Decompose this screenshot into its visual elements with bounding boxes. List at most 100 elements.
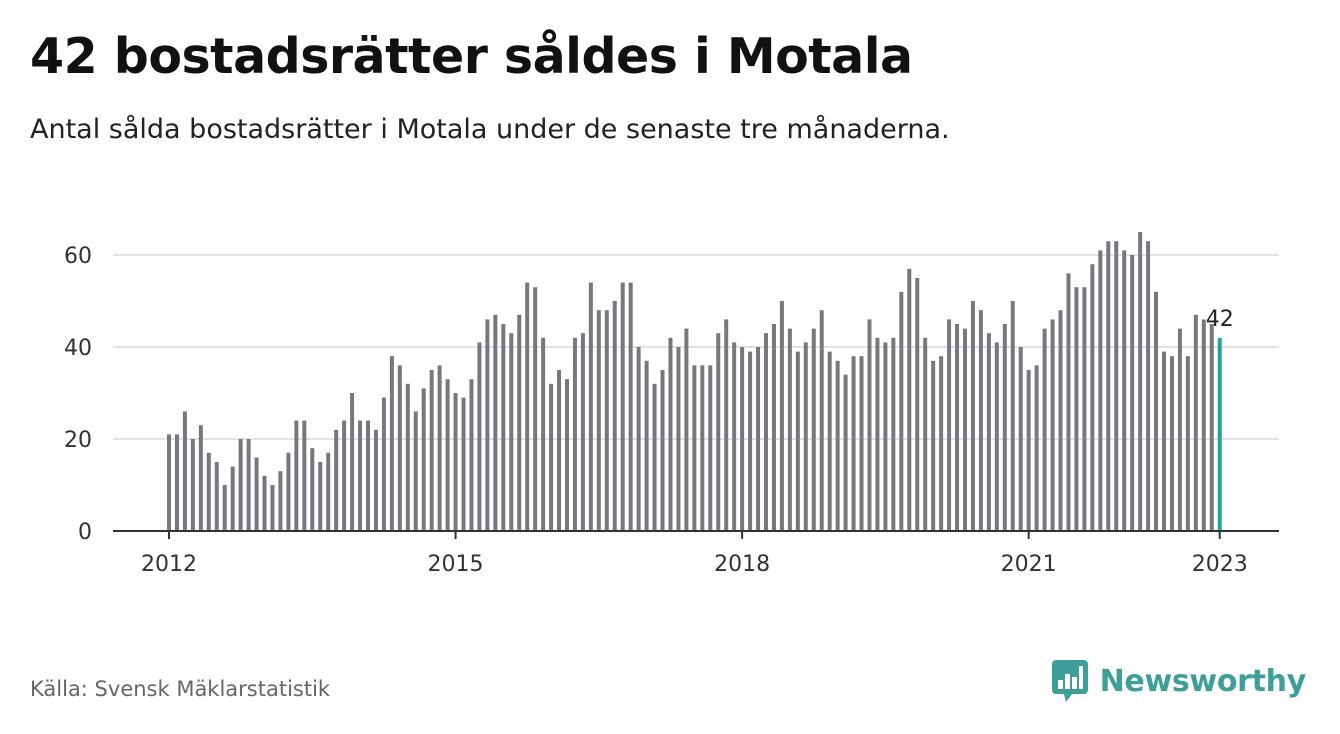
bar [254,457,259,531]
bar [604,310,609,531]
y-tick-label: 60 [64,244,92,269]
bar [947,319,952,531]
bar [851,356,856,531]
bar [684,328,689,531]
y-tick-label: 20 [64,428,92,453]
bar [1098,250,1103,531]
bar [541,337,546,531]
bar [182,411,187,531]
bar [923,337,928,531]
bar [939,356,944,531]
bar [899,291,904,531]
bar [310,448,315,531]
x-tick-label: 2012 [141,552,197,577]
bar [819,310,824,531]
bar [397,365,402,531]
bar [748,351,753,531]
bar [469,379,474,531]
bar [779,301,784,531]
bar [1002,324,1007,531]
bar [334,429,339,531]
bar [572,337,577,531]
bar [501,324,506,531]
bar [907,268,912,531]
bar [716,333,721,531]
bar [509,333,514,531]
bar [787,328,792,531]
bar [970,301,975,531]
bar [214,462,219,531]
bar [1201,319,1206,531]
bar-highlight [1217,337,1222,531]
bar [389,356,394,531]
bar [413,411,418,531]
bar [764,333,768,531]
bar [1209,324,1214,531]
bar [1162,351,1166,531]
page-subtitle: Antal sålda bostadsrätter i Motala under… [30,114,950,145]
bar [222,485,227,531]
bar [676,347,681,531]
bar [978,310,983,531]
bar [994,342,999,531]
bar [1042,328,1047,531]
bar [230,466,235,531]
bar [620,282,625,531]
bar [795,351,800,531]
bar [381,397,386,531]
bar [1185,356,1190,531]
brand-name: Newsworthy [1099,663,1307,699]
bar [1058,310,1063,531]
bar [931,360,936,531]
bar [843,374,848,531]
bar [190,439,195,531]
brand-logo: Newsworthy [1051,660,1307,702]
bar [644,360,649,531]
bar [326,452,331,531]
bar [986,333,991,531]
bar [549,383,554,531]
bar [1050,319,1055,531]
y-axis-ticks: 0 20 40 60 [64,244,92,545]
bar [1154,291,1159,531]
bar [1034,365,1039,531]
bar [891,337,896,531]
bar [955,324,960,531]
bar [206,452,211,531]
bar [1066,273,1071,531]
bar [1074,287,1079,531]
bar [867,319,872,531]
bar [342,420,347,531]
bar [1130,255,1135,531]
bar [525,282,530,531]
bar [628,282,633,531]
bar [366,420,370,531]
bar [1169,356,1174,531]
bar [477,342,482,531]
bar [286,452,291,531]
bar [198,425,203,531]
bar [421,388,426,531]
bar [827,351,832,531]
bar [493,314,498,531]
bar [835,360,840,531]
bar-chart: 0 20 40 60 2012 2015 2018 2021 2023 42 [64,232,1279,577]
bar [373,429,378,531]
bar [358,420,363,531]
bar [883,342,888,531]
bar [652,383,657,531]
x-tick-label: 2021 [1001,552,1057,577]
bar [811,328,816,531]
bar [1106,241,1111,531]
bar [668,337,673,531]
bar-chart-speech-bubble-icon [1051,660,1088,702]
bar [636,347,641,531]
bar [302,420,307,531]
bar [596,310,601,531]
source-note: Källa: Svensk Mäklarstatistik [30,677,331,701]
bar [1090,264,1095,531]
bar [453,393,458,531]
bar [1177,328,1182,531]
bar [461,397,466,531]
bar [1138,232,1143,531]
